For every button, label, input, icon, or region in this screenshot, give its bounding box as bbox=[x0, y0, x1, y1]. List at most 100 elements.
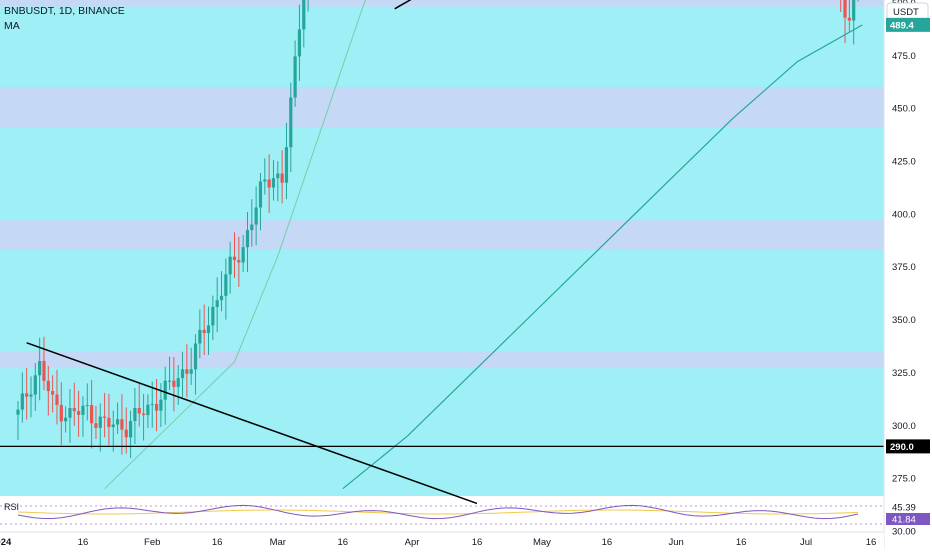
candle-body bbox=[297, 29, 302, 57]
candle-body bbox=[159, 399, 163, 411]
time-axis bbox=[0, 532, 884, 550]
candle-body bbox=[232, 256, 237, 261]
candles bbox=[16, 0, 859, 459]
price-badge-level-bg bbox=[886, 439, 930, 454]
candle-body bbox=[163, 380, 167, 400]
rsi-value-label: 30.00 bbox=[892, 527, 916, 538]
candle-body bbox=[276, 173, 280, 179]
candle-body bbox=[852, 0, 856, 21]
candle-body bbox=[254, 207, 258, 225]
y-tick-label: 300.0 bbox=[892, 421, 916, 432]
x-tick-label: 16 bbox=[78, 537, 89, 548]
candle-body bbox=[90, 405, 94, 424]
x-tick-label: Feb bbox=[144, 537, 160, 548]
candle-body bbox=[250, 224, 254, 231]
candle-body bbox=[59, 404, 63, 422]
indicator-label: MA bbox=[4, 20, 20, 32]
candle-body bbox=[150, 403, 154, 405]
candle-body bbox=[111, 424, 115, 428]
candle-body bbox=[302, 0, 306, 30]
candle-body bbox=[38, 361, 42, 376]
candle-body bbox=[146, 404, 150, 416]
candle-body bbox=[46, 380, 50, 392]
zone-blue-5 bbox=[0, 351, 884, 369]
ma-short-line bbox=[104, 0, 367, 490]
candle-body bbox=[16, 409, 20, 415]
candle-body bbox=[107, 417, 111, 428]
candle-body bbox=[124, 429, 128, 438]
candle-body bbox=[141, 413, 146, 416]
candle-body bbox=[137, 407, 141, 414]
candle-body bbox=[847, 17, 851, 21]
candle-body bbox=[180, 369, 185, 379]
candle-body bbox=[228, 256, 232, 275]
y-tick-label: 350.0 bbox=[892, 315, 916, 326]
candle-body bbox=[215, 300, 219, 307]
candle-body bbox=[64, 417, 68, 422]
candle-body bbox=[77, 411, 81, 415]
candle-body bbox=[843, 0, 847, 18]
trendline-0 bbox=[26, 342, 478, 505]
x-tick-label: May bbox=[533, 537, 551, 548]
candle-body bbox=[68, 408, 72, 418]
x-tick-label: Mar bbox=[270, 537, 286, 548]
candle-body bbox=[284, 147, 289, 183]
candle-body bbox=[133, 407, 137, 422]
rsi-line bbox=[17, 504, 859, 520]
candle-body bbox=[85, 405, 89, 407]
rsi-label: RSI bbox=[4, 502, 19, 512]
price-badge-ma-bg bbox=[886, 17, 930, 32]
candle-body bbox=[154, 403, 159, 411]
y-tick-label: 375.0 bbox=[892, 262, 916, 273]
rsi-value-label: 45.39 bbox=[892, 503, 916, 514]
y-tick-label: 475.0 bbox=[892, 51, 916, 62]
x-tick-label: 16 bbox=[337, 537, 348, 548]
x-tick-label: 16 bbox=[212, 537, 223, 548]
candle-body bbox=[241, 247, 245, 263]
rsi-ma-line bbox=[17, 509, 859, 515]
candle-body bbox=[219, 295, 224, 301]
y-tick-label: 450.0 bbox=[892, 104, 916, 115]
candle-body bbox=[185, 369, 189, 374]
candle-body bbox=[280, 173, 284, 183]
ma-long-line bbox=[342, 24, 863, 490]
price-axis bbox=[884, 0, 932, 550]
candle-body bbox=[55, 394, 59, 405]
candle-body bbox=[115, 419, 120, 425]
candle-body bbox=[98, 416, 102, 428]
candle-body bbox=[193, 343, 198, 370]
candle-body bbox=[33, 375, 37, 395]
zone-blue-4 bbox=[0, 220, 884, 250]
rsi-value-bg bbox=[886, 513, 930, 525]
candle-body bbox=[120, 419, 124, 430]
candle-body bbox=[128, 421, 133, 438]
candle-body bbox=[189, 369, 193, 374]
currency-label: USDT bbox=[893, 7, 919, 18]
price-badge-level: 290.0 bbox=[890, 442, 914, 453]
x-tick-label: Jul bbox=[800, 537, 812, 548]
candle-body bbox=[271, 178, 276, 188]
candle-body bbox=[202, 329, 206, 334]
candle-body bbox=[103, 416, 107, 418]
y-tick-label: 400.0 bbox=[892, 209, 916, 220]
candle-body bbox=[172, 380, 176, 387]
candle-body bbox=[206, 325, 211, 334]
x-tick-label: Jun bbox=[668, 537, 683, 548]
candle-body bbox=[198, 329, 202, 344]
zone-blue-2 bbox=[0, 0, 884, 7]
candle-body bbox=[267, 179, 271, 188]
x-tick-label: 16 bbox=[472, 537, 483, 548]
y-tick-label: 275.0 bbox=[892, 474, 916, 485]
candle-body bbox=[293, 56, 297, 98]
candle-body bbox=[20, 393, 24, 410]
x-tick-label: 16 bbox=[602, 537, 613, 548]
x-tick-label: 16 bbox=[736, 537, 747, 548]
x-tick-label: 16 bbox=[866, 537, 877, 548]
y-tick-label: 425.0 bbox=[892, 157, 916, 168]
candle-body bbox=[94, 423, 98, 428]
candle-body bbox=[176, 378, 180, 387]
candle-body bbox=[258, 181, 263, 208]
x-tick-label: 2024 bbox=[0, 537, 12, 548]
